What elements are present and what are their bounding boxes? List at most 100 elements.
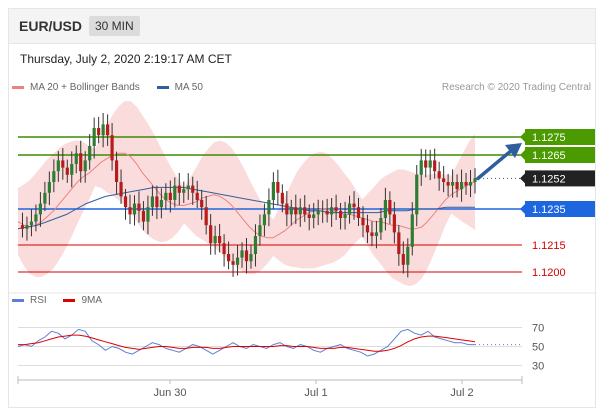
candle-body: [92, 128, 96, 146]
candle-body: [343, 214, 347, 218]
candle-body: [312, 214, 316, 218]
candle-body: [137, 203, 141, 211]
candle-body: [316, 210, 320, 215]
level-label-1215: 1.1215: [532, 240, 566, 252]
legend-item-ma50: MA 50: [156, 82, 203, 93]
candle-body: [433, 160, 437, 172]
candle-body: [204, 207, 208, 226]
level-label-1265-box: [525, 147, 595, 163]
candle-body: [97, 128, 101, 136]
candle-body: [468, 182, 473, 186]
candle-body: [459, 182, 464, 190]
candle-body: [473, 178, 477, 182]
candle-body: [29, 221, 34, 226]
candle-body: [401, 254, 405, 265]
legend-label: MA 50: [174, 82, 203, 93]
symbol-label: EUR/USD: [19, 18, 83, 34]
candle-body: [186, 185, 190, 190]
candle-body: [285, 203, 289, 215]
candle-body: [374, 232, 379, 236]
level-label-1275-pointer: [520, 132, 525, 142]
candle-body: [464, 182, 468, 186]
ma9-swatch: [63, 298, 76, 302]
legend-label: RSI: [30, 295, 47, 306]
candle-body: [159, 200, 163, 208]
candle-body: [110, 135, 114, 161]
candle-body: [419, 160, 423, 175]
candle-body: [47, 182, 51, 193]
candle-body: [361, 218, 365, 226]
candle-body: [52, 171, 56, 182]
candle-body: [155, 196, 159, 208]
candle-body: [244, 250, 249, 262]
candle-body: [226, 254, 231, 262]
candle-body: [119, 182, 123, 197]
ma20-swatch: [12, 85, 24, 89]
candle-body: [65, 167, 69, 175]
candle-body: [209, 225, 213, 244]
x-tick-label: Jun 30: [153, 387, 186, 399]
candle-body: [195, 192, 199, 200]
candle-body: [298, 207, 302, 215]
candle-body: [303, 207, 307, 215]
rsi-tick-label: 70: [532, 323, 544, 335]
candle-body: [356, 207, 361, 218]
rsi-legend: RSI 9MA: [12, 295, 116, 306]
forecast-arrow-shaft: [476, 148, 514, 181]
legend-label: 9MA: [81, 295, 103, 306]
level-label-1265: 1.1265: [532, 150, 566, 162]
candle-body: [191, 185, 195, 193]
candle-body: [406, 246, 410, 265]
level-label-1235-pointer: [520, 204, 525, 214]
candle-body: [240, 250, 244, 258]
candle-body: [267, 200, 271, 215]
candle-body: [410, 214, 414, 247]
candle-body: [424, 160, 428, 168]
candle-body: [83, 160, 87, 172]
candle-body: [280, 192, 284, 204]
candle-body: [74, 153, 78, 164]
forecast-arrow-head: [505, 143, 522, 158]
candle-body: [150, 196, 155, 208]
candle-body: [235, 257, 240, 265]
candle-body: [397, 232, 401, 254]
chart-header: EUR/USD 30 MIN: [9, 9, 595, 44]
legend-item-rsi: RSI: [12, 295, 47, 306]
candle-body: [321, 210, 325, 212]
candle-body: [70, 164, 74, 175]
bollinger-band-area: [18, 101, 475, 287]
candle-body: [379, 218, 383, 233]
candle-body: [392, 214, 396, 233]
candle-body: [34, 214, 38, 222]
level-label-1235-box: [525, 201, 595, 217]
rsi-series-9ma: [18, 334, 476, 352]
candle-body: [455, 182, 459, 190]
candle-body: [132, 203, 137, 215]
candle-body: [20, 225, 25, 229]
candle-body: [249, 254, 253, 262]
candle-body: [106, 124, 110, 136]
candle-body: [442, 178, 446, 182]
rsi-tick-label: 30: [532, 361, 544, 373]
timeframe-badge[interactable]: 30 MIN: [89, 16, 140, 36]
candle-body: [352, 203, 356, 208]
level-label-1275: 1.1275: [532, 132, 566, 144]
candle-body: [114, 160, 119, 182]
ma50-line: [17, 186, 475, 230]
level-label-1275-box: [525, 129, 595, 145]
legend-item-9ma: 9MA: [63, 295, 102, 306]
candle-body: [164, 192, 168, 200]
candle-body: [177, 185, 181, 193]
current-price-label: 1.1252: [532, 173, 566, 185]
candle-body: [370, 232, 374, 236]
candle-body: [307, 214, 311, 218]
candle-body: [38, 203, 43, 215]
candle-body: [383, 200, 387, 218]
candle-body: [388, 200, 392, 215]
candle-body: [213, 236, 217, 244]
candle-body: [437, 171, 441, 179]
candle-body: [271, 182, 275, 200]
candle-body: [141, 210, 146, 222]
candle-body: [222, 243, 226, 254]
